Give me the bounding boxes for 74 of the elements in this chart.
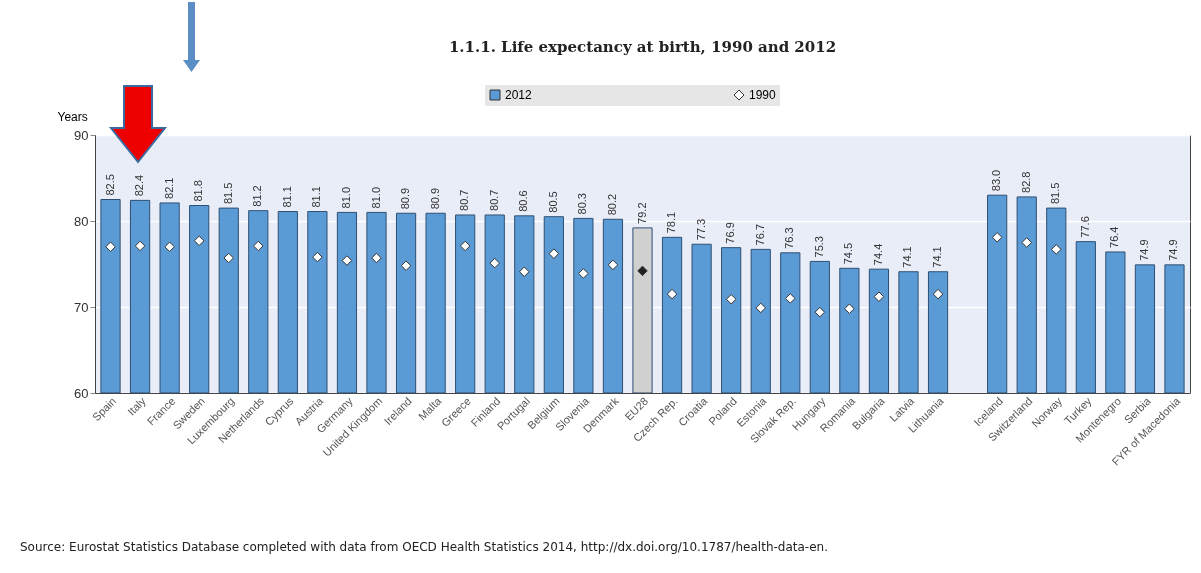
legend-label: 1990 (749, 88, 777, 102)
point (459, 240, 471, 252)
data-label: 75.3 (812, 236, 825, 258)
point (1051, 244, 1062, 255)
point (193, 235, 205, 247)
data-label: 81.5 (1049, 182, 1062, 205)
data-label: 81.0 (339, 186, 352, 209)
data-label: 81.5 (221, 182, 234, 205)
y-tick-label: 70 (74, 299, 89, 315)
point (932, 288, 944, 300)
data-label: 74.4 (871, 243, 884, 266)
x-tick-label: Italy (125, 394, 149, 418)
point (223, 252, 234, 264)
data-label: 82.4 (133, 174, 146, 197)
legend-label: 2012 (505, 88, 533, 102)
point (873, 291, 885, 302)
point (400, 260, 412, 271)
data-label: 81.1 (310, 186, 323, 208)
point (134, 240, 146, 252)
point (253, 240, 264, 252)
data-label: 82.8 (1019, 171, 1032, 193)
data-label: 81.1 (280, 186, 293, 208)
data-label: 74.9 (1137, 239, 1150, 261)
data-label: 80.7 (458, 189, 471, 211)
data-label: 76.9 (724, 222, 737, 244)
data-label: 83.0 (990, 169, 1003, 192)
data-label: 82.1 (162, 177, 175, 199)
point (548, 248, 560, 259)
chart-title: 1.1.1. Life expectancy at birth, 1990 and 2012 (448, 38, 837, 56)
point (666, 288, 678, 300)
data-label: 76.4 (1108, 226, 1121, 248)
point (607, 259, 619, 271)
data-label: 80.2 (605, 193, 618, 216)
point (785, 293, 796, 304)
point (755, 302, 766, 314)
point (341, 255, 353, 266)
data-label: 77.6 (1078, 216, 1091, 238)
source-note: Source: Eurostat Statistics Database completed with data from OECD Health Statistics 2014, http://dx.doi.org/10.1787/health-data-en. (20, 540, 828, 554)
point (312, 251, 323, 263)
data-label: 80.9 (399, 187, 412, 210)
point (105, 241, 116, 253)
data-label: 80.9 (428, 187, 441, 210)
data-label: 77.3 (694, 218, 707, 241)
point (814, 306, 826, 318)
point (489, 257, 500, 269)
data-label: 82.5 (103, 174, 116, 196)
point (371, 252, 382, 264)
data-label: 74.5 (842, 242, 855, 265)
point (637, 265, 648, 277)
data-label: 80.6 (517, 190, 530, 212)
y-axis-title: Years (57, 109, 88, 124)
point (1021, 237, 1032, 248)
data-label: 80.7 (487, 189, 500, 211)
y-tick-label: 60 (74, 385, 89, 401)
point (578, 268, 589, 279)
data-label: 74.1 (931, 246, 944, 268)
point (844, 303, 855, 314)
data-label: 81.0 (369, 186, 382, 209)
point (725, 294, 737, 305)
data-label: 79.2 (635, 202, 648, 224)
point (164, 241, 175, 253)
data-label: 81.8 (192, 180, 205, 202)
data-label: 81.2 (251, 185, 264, 207)
data-label: 76.3 (783, 227, 796, 249)
data-label: 76.7 (753, 223, 766, 246)
point (991, 232, 1003, 243)
y-tick-label: 90 (74, 127, 89, 143)
y-tick-label: 80 (74, 213, 89, 229)
point (519, 266, 530, 277)
data-label: 74.9 (1167, 239, 1180, 261)
data-label: 78.1 (665, 211, 678, 234)
data-label: 80.5 (546, 191, 559, 213)
data-label: 80.3 (576, 193, 589, 215)
data-label: 74.1 (901, 246, 914, 268)
